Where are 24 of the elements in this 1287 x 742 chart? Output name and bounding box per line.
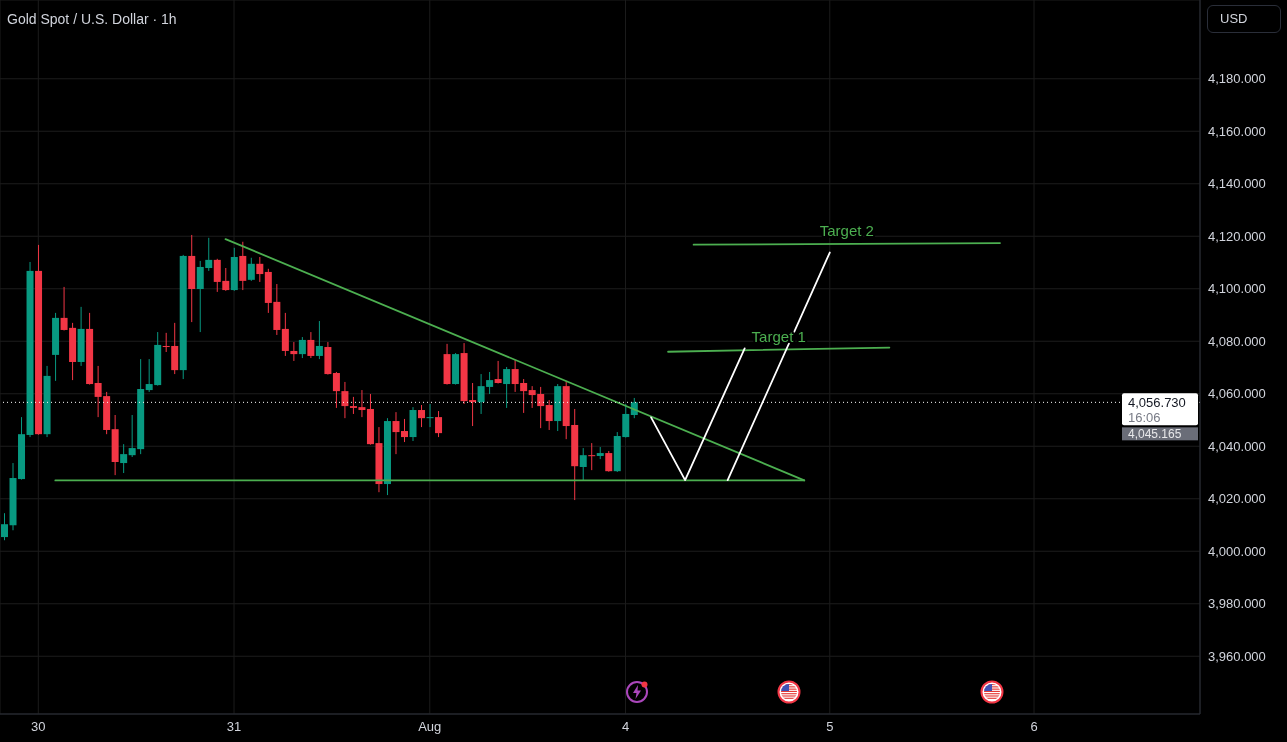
series-label: Target 2 (819, 221, 874, 239)
y-tick-label: 4,100.000 (1208, 281, 1266, 297)
ref-line-label: 4,056.730 (1128, 394, 1186, 410)
y-tick-label: 4,140.000 (1208, 176, 1266, 192)
x-tick-label: 6 (1030, 719, 1038, 735)
y-tick-label: 4,080.000 (1208, 333, 1266, 349)
y-tick-label: 4,040.000 (1208, 438, 1266, 454)
y-tick-label: 4,000.000 (1208, 543, 1266, 559)
x-tick-label: 30 (31, 719, 46, 735)
x-tick-label: 31 (226, 719, 242, 735)
y-tick-label: 3,980.000 (1208, 596, 1266, 612)
annotation: 16:06 (1128, 409, 1161, 425)
y-tick-label: 4,060.000 (1208, 386, 1266, 402)
text: Gold Spot / U.S. Dollar · 1h (7, 10, 177, 28)
y-tick-label: 4,020.000 (1208, 491, 1266, 507)
y-tick-label: 4,160.000 (1208, 123, 1266, 139)
y-tick-label: 4,120.000 (1208, 228, 1266, 244)
y-tick-label: 3,960.000 (1208, 648, 1266, 664)
x-tick-label: Aug (418, 719, 442, 735)
y-axis-title: USD (1207, 5, 1281, 33)
x-tick-label: 5 (826, 719, 834, 735)
annotation: 4,045.165 (1128, 426, 1182, 441)
y-tick-label: 4,180.000 (1208, 71, 1266, 87)
x-tick-label: 4 (621, 719, 630, 735)
